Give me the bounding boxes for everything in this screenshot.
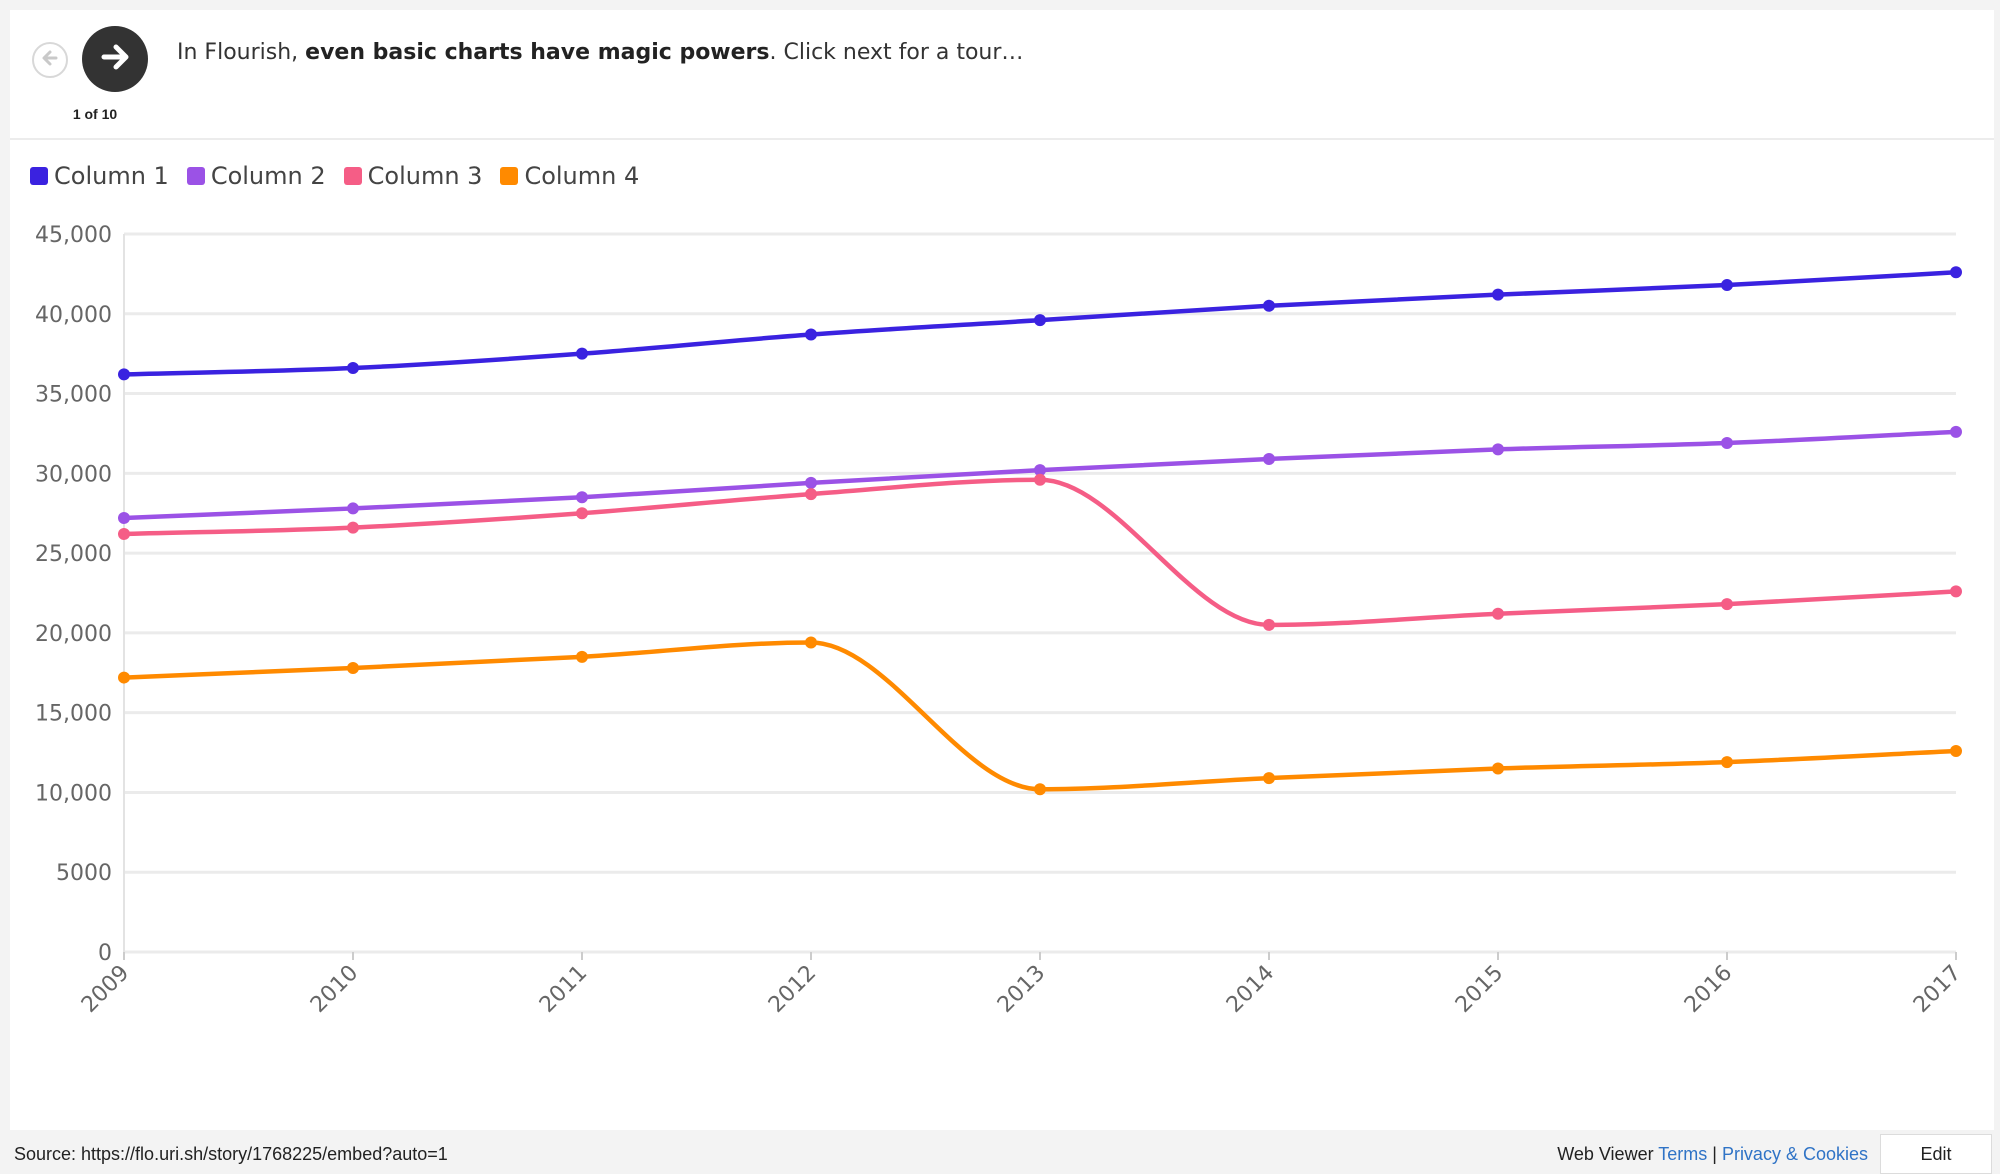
- line-chart: 0 5000 10,000 15,000 20,000 25,000 30,000 35,00…: [35, 223, 1966, 1018]
- data-point-column-2: [1034, 464, 1046, 477]
- y-tick-label: 25,000: [35, 542, 112, 567]
- y-tick-label: 45,000: [35, 223, 112, 248]
- data-point-column-3: [347, 521, 359, 534]
- legend-item-column-1[interactable]: Column 1: [30, 162, 169, 190]
- source-text: Source: https://flo.uri.sh/story/1768225…: [14, 1144, 448, 1164]
- arrow-left-icon: [40, 48, 60, 73]
- data-point-column-1: [576, 347, 588, 360]
- data-point-column-3: [805, 488, 817, 501]
- data-point-column-4: [1950, 744, 1962, 757]
- data-point-column-3: [576, 507, 588, 520]
- data-point-column-4: [1263, 772, 1275, 785]
- data-point-column-2: [805, 476, 817, 489]
- legend-item-column-3[interactable]: Column 3: [343, 162, 483, 190]
- y-tick-label: 40,000: [35, 303, 112, 328]
- data-point-column-4: [576, 650, 588, 663]
- data-point-column-2: [1721, 437, 1733, 450]
- legend-label: Column 2: [210, 162, 326, 190]
- privacy-link[interactable]: Privacy & Cookies: [1721, 1144, 1868, 1164]
- x-tick-label: 2013: [993, 961, 1050, 1018]
- data-point-column-1: [1263, 299, 1275, 312]
- data-point-column-4: [118, 671, 130, 684]
- legend-item-column-4[interactable]: Column 4: [500, 162, 639, 190]
- data-point-column-4: [1721, 756, 1733, 769]
- data-point-column-2: [576, 491, 588, 504]
- data-point-column-1: [347, 362, 359, 375]
- data-point-column-4: [347, 661, 359, 674]
- series-line-column-4: [121, 640, 1959, 792]
- legend-label: Column 4: [524, 162, 640, 190]
- caption-suffix: . Click next for a tour…: [769, 40, 1024, 65]
- data-point-column-1: [1492, 288, 1504, 301]
- web-viewer-label: Web Viewer: [1557, 1144, 1659, 1164]
- data-point-column-3: [1263, 618, 1275, 631]
- slide-counter: 1 of 10: [72, 106, 118, 122]
- y-tick-label: 0: [98, 941, 112, 966]
- legend-swatch: [343, 167, 362, 185]
- data-point-column-4: [1492, 762, 1504, 775]
- y-tick-label: 35,000: [35, 383, 112, 408]
- data-point-column-1: [1034, 314, 1046, 327]
- legend-label: Column 3: [367, 162, 483, 190]
- edit-button[interactable]: Edit: [1880, 1134, 1992, 1174]
- data-point-column-3: [1721, 598, 1733, 611]
- x-tick-label: 2015: [1451, 961, 1508, 1018]
- legend-swatch: [186, 167, 205, 185]
- y-tick-label: 5000: [56, 861, 112, 886]
- x-tick-label: 2017: [1909, 961, 1966, 1018]
- story-caption: In Flourish, even basic charts have magi…: [177, 40, 1023, 65]
- legend-swatch: [30, 167, 48, 185]
- data-point-column-1: [1950, 266, 1962, 279]
- data-point-column-3: [1492, 607, 1504, 620]
- data-point-column-4: [805, 636, 817, 649]
- data-point-column-3: [118, 527, 130, 540]
- x-tick-label: 2009: [77, 961, 134, 1018]
- x-tick-label: 2012: [764, 961, 821, 1018]
- arrow-right-icon: [98, 40, 132, 79]
- data-point-column-2: [1263, 452, 1275, 465]
- footer: Source: https://flo.uri.sh/story/1768225…: [0, 1132, 2000, 1174]
- data-point-column-1: [1721, 279, 1733, 292]
- x-tick-label: 2014: [1222, 961, 1279, 1018]
- y-tick-label: 10,000: [35, 781, 112, 806]
- data-point-column-4: [1034, 783, 1046, 796]
- previous-slide-button[interactable]: [32, 42, 68, 78]
- data-point-column-3: [1034, 473, 1046, 486]
- chart-legend: Column 1 Column 2 Column 3 Column 4: [30, 162, 639, 190]
- data-point-column-2: [1492, 443, 1504, 456]
- data-point-column-2: [118, 512, 130, 525]
- data-point-column-1: [805, 328, 817, 341]
- x-tick-label: 2016: [1680, 961, 1737, 1018]
- x-tick-label: 2011: [535, 961, 592, 1018]
- data-point-column-3: [1950, 585, 1962, 598]
- legend-swatch: [500, 167, 519, 185]
- caption-bold: even basic charts have magic powers: [305, 40, 770, 65]
- footer-links: Web Viewer Terms | Privacy & Cookies: [1557, 1144, 1868, 1165]
- data-point-column-1: [118, 368, 130, 381]
- y-tick-label: 20,000: [35, 622, 112, 647]
- data-point-column-2: [347, 502, 359, 515]
- next-slide-button[interactable]: [82, 26, 148, 92]
- terms-link[interactable]: Terms: [1658, 1144, 1708, 1164]
- data-point-column-2: [1950, 425, 1962, 438]
- legend-label: Column 1: [54, 162, 169, 190]
- caption-prefix: In Flourish,: [177, 40, 306, 65]
- footer-separator: |: [1707, 1144, 1722, 1164]
- story-frame: 1 of 10 In Flourish, even basic charts h…: [10, 10, 1994, 1130]
- y-tick-label: 30,000: [35, 462, 112, 487]
- y-tick-label: 15,000: [35, 702, 112, 727]
- story-header: 1 of 10 In Flourish, even basic charts h…: [10, 10, 1994, 140]
- legend-item-column-2[interactable]: Column 2: [186, 162, 326, 190]
- x-tick-label: 2010: [306, 961, 363, 1018]
